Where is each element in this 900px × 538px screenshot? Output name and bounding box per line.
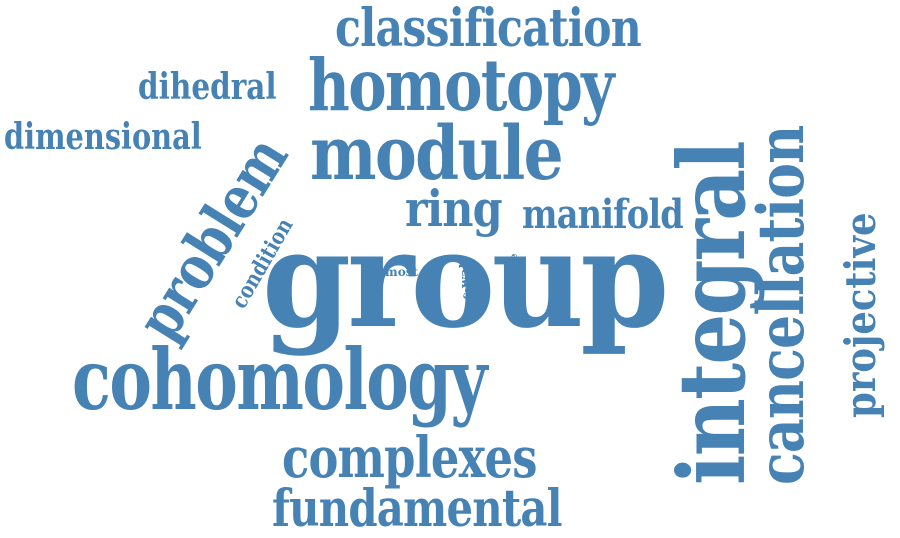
word-projective: projective: [836, 212, 885, 418]
word-complexes: complexes: [282, 425, 537, 491]
word-case: case: [509, 253, 520, 278]
word-fundamental: fundamental: [272, 479, 563, 538]
word-ring: ring: [405, 179, 503, 238]
word-cohomology: cohomology: [72, 330, 487, 429]
word-dihedral: dihedral: [138, 66, 277, 108]
word-manifold: manifold: [522, 191, 684, 238]
word-dimensional: dimensional: [4, 116, 202, 158]
word-group: group: [262, 200, 669, 358]
word-cancellation: cancellation: [744, 125, 819, 485]
word-homotopy: homotopy: [308, 43, 615, 127]
word-most: most: [385, 265, 418, 279]
word-module: module: [310, 111, 564, 197]
word-classification: classification: [335, 0, 642, 59]
